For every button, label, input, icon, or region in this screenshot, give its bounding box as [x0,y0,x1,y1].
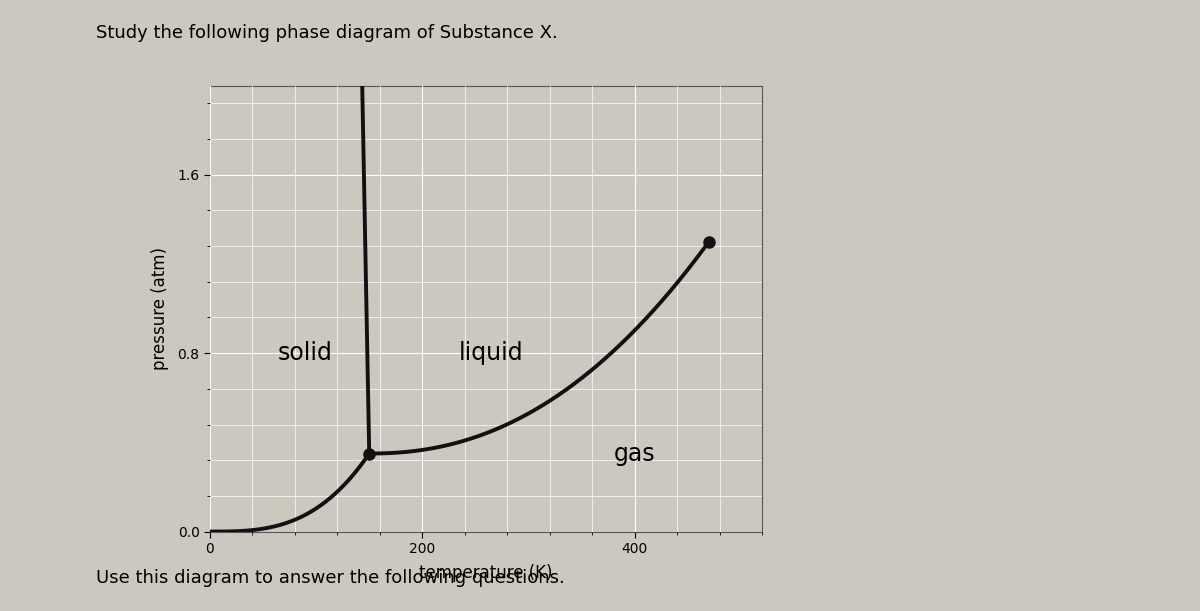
Y-axis label: pressure (atm): pressure (atm) [151,247,169,370]
Text: Study the following phase diagram of Substance X.: Study the following phase diagram of Sub… [96,24,558,42]
Text: liquid: liquid [458,341,523,365]
X-axis label: temperature (K): temperature (K) [419,565,553,582]
Text: gas: gas [613,442,655,466]
Text: Use this diagram to answer the following questions.: Use this diagram to answer the following… [96,569,565,587]
Text: solid: solid [278,341,332,365]
